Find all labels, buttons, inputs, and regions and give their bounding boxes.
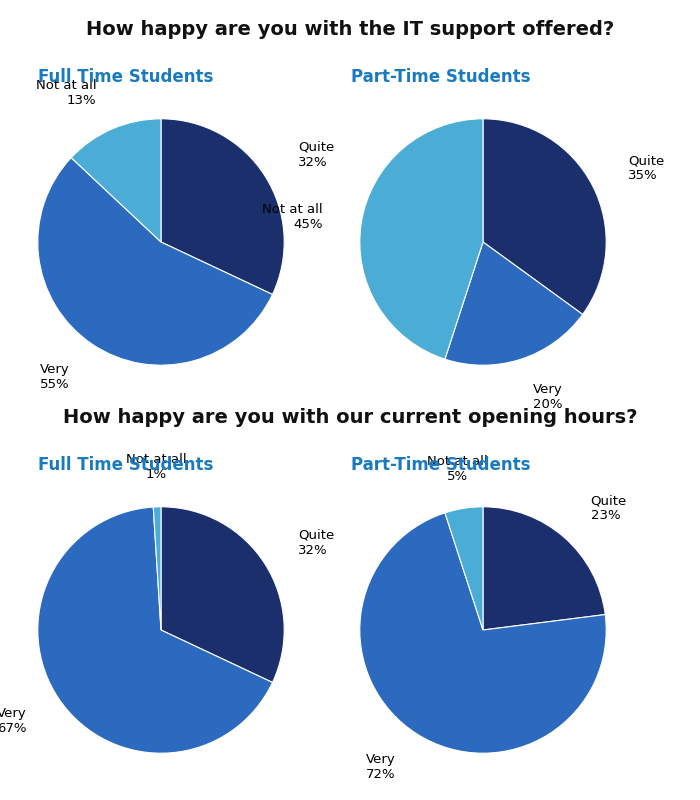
Text: Not at all
13%: Not at all 13% [36,78,97,106]
Text: How happy are you with our current opening hours?: How happy are you with our current openi… [63,408,637,427]
Wedge shape [38,507,272,753]
Wedge shape [38,158,272,365]
Wedge shape [71,118,161,242]
Text: Quite
32%: Quite 32% [298,529,335,557]
Text: Not at all
45%: Not at all 45% [262,202,323,230]
Wedge shape [445,507,483,630]
Wedge shape [445,242,582,365]
Text: Not at all
1%: Not at all 1% [125,454,186,482]
Text: Quite
35%: Quite 35% [628,154,664,182]
Text: Full Time Students: Full Time Students [38,68,214,86]
Text: Part-Time Students: Part-Time Students [351,456,531,474]
Text: How happy are you with the IT support offered?: How happy are you with the IT support of… [86,20,614,39]
Text: Very
72%: Very 72% [366,754,396,782]
Wedge shape [360,513,606,754]
Wedge shape [360,119,483,359]
Wedge shape [161,507,284,682]
Wedge shape [153,507,161,630]
Text: Very
67%: Very 67% [0,707,27,735]
Wedge shape [483,507,606,630]
Wedge shape [483,119,606,314]
Wedge shape [161,118,284,294]
Text: Quite
32%: Quite 32% [298,141,335,169]
Text: Very
20%: Very 20% [533,382,563,410]
Text: Not at all
5%: Not at all 5% [427,455,488,483]
Text: Part-Time Students: Part-Time Students [351,68,531,86]
Text: Full Time Students: Full Time Students [38,456,214,474]
Text: Quite
23%: Quite 23% [591,494,626,522]
Text: Very
55%: Very 55% [40,362,69,390]
